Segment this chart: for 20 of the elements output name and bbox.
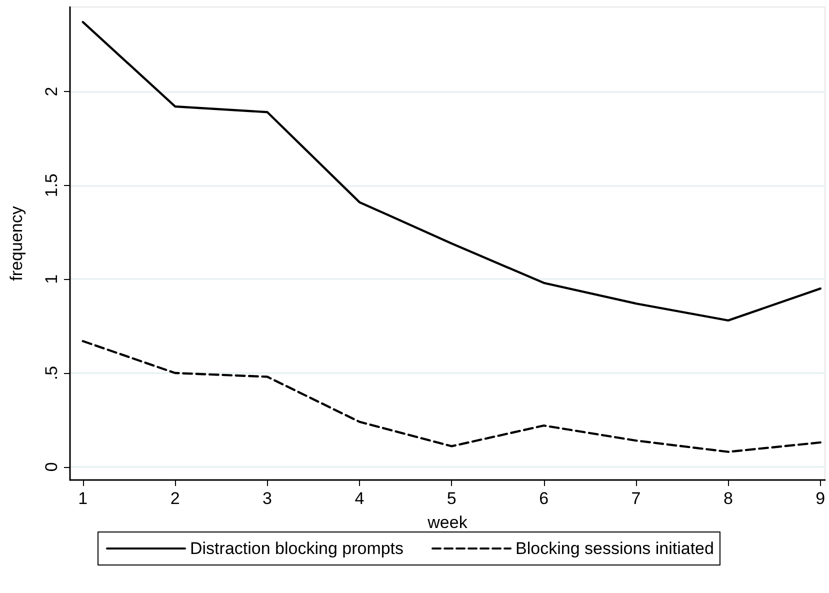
x-tick-label: 6 xyxy=(539,489,549,508)
y-tick-label: 0 xyxy=(42,462,61,472)
y-tick-label: 1.5 xyxy=(42,173,61,198)
legend-label: Distraction blocking prompts xyxy=(190,539,404,558)
x-axis-title: week xyxy=(426,513,468,532)
x-tick-label: 9 xyxy=(816,489,826,508)
line-series xyxy=(82,340,822,453)
x-tick-label: 3 xyxy=(262,489,272,508)
y-tick-label: .5 xyxy=(42,366,61,380)
y-axis-title: frequency xyxy=(7,206,26,281)
x-tick-label: 4 xyxy=(354,489,364,508)
legend-label: Blocking sessions initiated xyxy=(516,539,714,558)
y-tick-label: 1 xyxy=(42,274,61,284)
x-tick-label: 2 xyxy=(170,489,180,508)
x-tick-label: 8 xyxy=(723,489,733,508)
line-series xyxy=(82,20,822,322)
x-tick-label: 7 xyxy=(631,489,641,508)
x-tick-label: 5 xyxy=(446,489,456,508)
x-tick-label: 1 xyxy=(78,489,88,508)
y-tick-label: 2 xyxy=(42,86,61,96)
